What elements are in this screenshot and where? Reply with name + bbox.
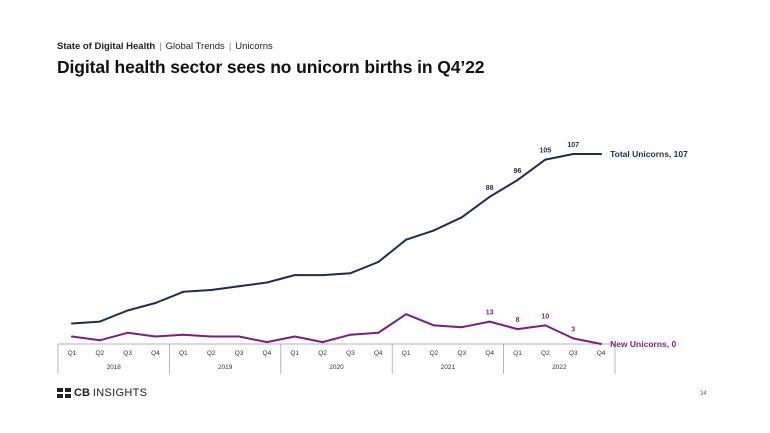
breadcrumb-separator: | (228, 41, 232, 52)
x-tick-label: Q2 (318, 350, 327, 357)
data-label: 105 (540, 148, 552, 155)
total-unicorns-point (154, 302, 157, 305)
new-unicorns-point (349, 333, 352, 336)
x-tick-label: Q1 (290, 350, 299, 357)
new-unicorns-point (488, 320, 491, 323)
total-unicorns-point (377, 261, 380, 264)
new-unicorns-point (432, 324, 435, 327)
x-tick-label: Q2 (207, 350, 216, 357)
total-unicorns-point (126, 309, 129, 312)
new-unicorns-point (405, 313, 408, 316)
x-tick-label: Q2 (95, 350, 104, 357)
x-tick-label: Q3 (457, 350, 466, 357)
total-unicorns-point (405, 238, 408, 241)
x-tick-label: Q2 (541, 350, 550, 357)
x-tick-label: Q4 (263, 350, 272, 357)
x-tick-label: Q1 (513, 350, 522, 357)
breadcrumb-item-unicorns: Unicorns (235, 41, 273, 52)
x-tick-label: Q3 (235, 350, 244, 357)
total-unicorns-legend-label: Total Unicorns, 107 (610, 149, 688, 159)
data-label: 8 (516, 317, 520, 324)
new-unicorns-legend-label: New Unicorns, 0 (610, 339, 676, 349)
data-label: 3 (571, 326, 575, 333)
year-label: 2019 (218, 364, 233, 371)
logo-insights-text: INSIGHTS (92, 387, 148, 399)
total-unicorns-line (71, 153, 602, 325)
x-tick-label: Q4 (597, 350, 606, 357)
total-unicorns-point (572, 153, 575, 155)
data-label: 107 (567, 142, 579, 149)
year-label: 2022 (552, 364, 567, 371)
x-tick-label: Q4 (151, 350, 160, 357)
total-unicorns-point (516, 179, 519, 182)
new-unicorns-point (126, 331, 129, 334)
new-unicorns-line (71, 313, 602, 345)
x-tick-label: Q1 (402, 350, 411, 357)
year-label: 2018 (106, 364, 121, 371)
x-tick-label: Q3 (346, 350, 355, 357)
data-label: 10 (541, 313, 549, 320)
new-unicorns-point (98, 339, 101, 342)
new-unicorns-point (460, 326, 463, 329)
x-tick-label: Q3 (123, 350, 132, 357)
total-unicorns-point (349, 272, 352, 275)
new-unicorns-point (377, 331, 380, 334)
breadcrumb-separator: | (159, 41, 162, 52)
new-unicorns-point (210, 335, 213, 338)
data-label: 13 (486, 310, 494, 317)
new-unicorns-point (293, 335, 296, 338)
total-unicorns-point (544, 158, 547, 161)
x-tick-label: Q1 (179, 350, 188, 357)
new-unicorns-point (600, 343, 603, 345)
new-unicorns-point (182, 333, 185, 336)
page-number: 34 (700, 391, 707, 397)
total-unicorns-point (238, 285, 241, 288)
total-unicorns-point (432, 229, 435, 232)
cb-insights-logo: CB INSIGHTS (57, 387, 147, 399)
new-unicorns-point (70, 335, 73, 338)
breadcrumb-section: State of Digital Health (57, 41, 156, 52)
cb-logo-icon (57, 388, 71, 398)
year-label: 2021 (441, 364, 456, 371)
x-tick-label: Q2 (430, 350, 439, 357)
data-label: 96 (514, 168, 522, 175)
total-unicorns-point (488, 195, 491, 198)
data-label: 88 (486, 185, 494, 192)
new-unicorns-point (238, 335, 241, 338)
total-unicorns-point (210, 288, 213, 291)
new-unicorns-point (572, 337, 575, 340)
breadcrumb: State of Digital Health | Global Trends | Un… (57, 41, 273, 52)
total-unicorns-point (460, 216, 463, 219)
new-unicorns-point (321, 341, 324, 344)
total-unicorns-point (70, 322, 73, 325)
total-unicorns-point (321, 274, 324, 277)
total-unicorns-point (265, 281, 268, 284)
x-tick-label: Q1 (68, 350, 77, 357)
x-tick-label: Q4 (374, 350, 383, 357)
total-unicorns-point (98, 320, 101, 323)
x-tick-label: Q3 (569, 350, 578, 357)
x-tick-label: Q4 (485, 350, 494, 357)
new-unicorns-point (544, 324, 547, 327)
total-unicorns-point (182, 290, 185, 293)
year-label: 2020 (329, 364, 344, 371)
new-unicorns-point (154, 335, 157, 338)
page-title: Digital health sector sees no unicorn bi… (57, 57, 485, 77)
total-unicorns-point (600, 153, 603, 155)
breadcrumb-item-global-trends: Global Trends (165, 41, 225, 52)
new-unicorns-point (265, 341, 268, 344)
total-unicorns-point (293, 274, 296, 277)
logo-cb-text: CB (74, 387, 90, 399)
new-unicorns-point (516, 328, 519, 331)
